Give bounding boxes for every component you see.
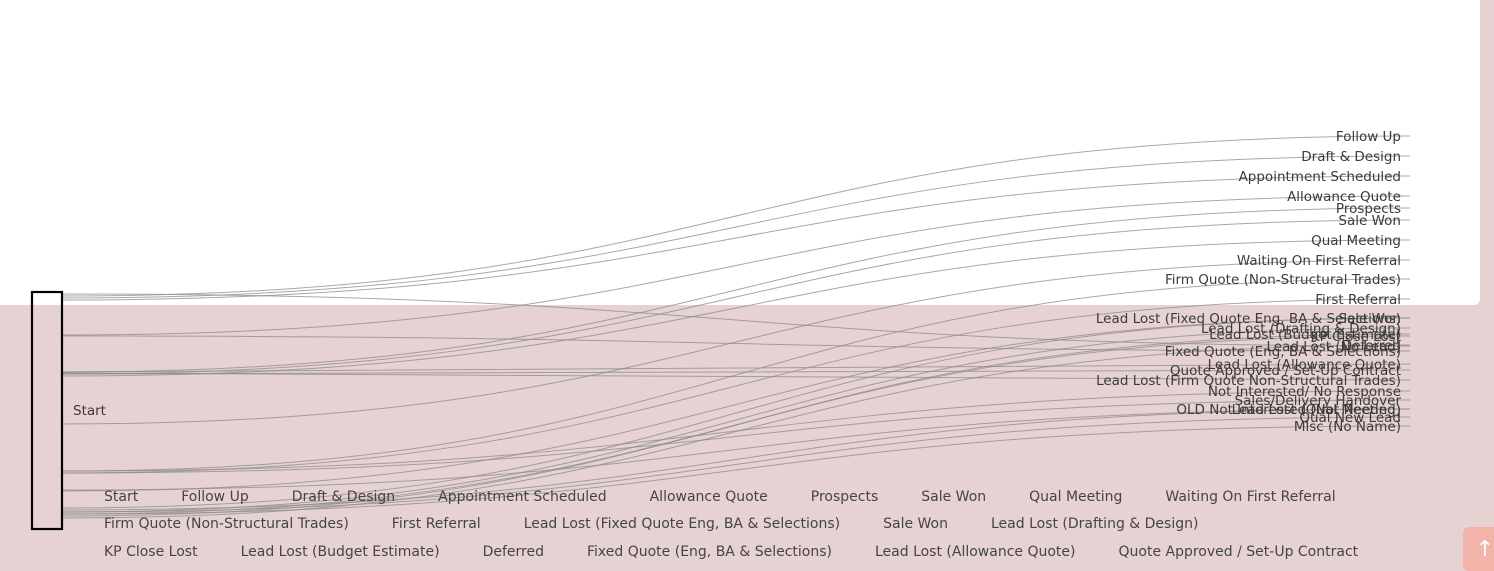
legend-row: Start Follow Up Draft & Design Appointment … — [104, 483, 1404, 511]
scroll-to-top-button[interactable]: ↑ — [1463, 527, 1494, 571]
target-node-label: OLD Not Interested (Not Needed) — [1176, 402, 1401, 418]
target-node-label: Lead Lost (No Lead) — [1267, 339, 1402, 355]
legend-item[interactable]: Fixed Quote (Eng, BA & Selections) — [587, 543, 832, 560]
target-node-label: Lead Lost (Budget Estimate) — [1209, 327, 1401, 343]
target-node-label: First Referral — [1315, 292, 1401, 308]
legend-item[interactable]: Lead Lost (Allowance Quote) — [874, 543, 1076, 560]
legend: Start Follow Up Draft & Design Appointment … — [104, 483, 1404, 571]
target-node-label: Lead Lost (Fixed Quote Eng, BA & Selecti… — [1096, 311, 1401, 327]
legend-row: Lead Lost (Firm Quote Non-Structural Tra… — [104, 566, 1404, 571]
node-start[interactable] — [30, 290, 64, 531]
target-node-label: Lead Lost (Allowance Quote) — [1208, 357, 1401, 373]
target-node-label: Not Interested/ No Response — [1208, 384, 1401, 400]
chart-top-panel — [0, 0, 1480, 305]
target-node-label: Lead Lost (Firm Quote Non-Structural Tra… — [1096, 373, 1401, 389]
legend-item[interactable]: Qual Meeting — [1029, 488, 1123, 505]
legend-row: KP Close Lost Lead Lost (Budget Estimate)… — [104, 538, 1404, 566]
legend-item[interactable]: Sale Won — [921, 488, 987, 505]
target-node-label: Misc (No Name) — [1294, 419, 1401, 435]
target-node-label: Quote Approved / Set-Up Contract — [1170, 363, 1401, 379]
sankey-link[interactable] — [61, 408, 1411, 491]
legend-item[interactable]: First Referral — [391, 516, 481, 533]
legend-item[interactable]: Deferred — [482, 543, 544, 560]
target-node-label: Firm Quote (Non-Structural Trades) — [1165, 272, 1401, 288]
legend-item[interactable]: Appointment Scheduled — [438, 488, 607, 505]
target-node-label: Allowance Quote — [1287, 189, 1401, 205]
legend-item[interactable]: KP Close Lost — [104, 543, 198, 560]
target-node-label: Lead Lost (Qual Meeting) — [1232, 402, 1401, 418]
target-node-label: Lead Lost (Drafting & Design) — [1201, 321, 1401, 337]
arrow-up-icon: ↑ — [1475, 536, 1494, 562]
sankey-link[interactable] — [61, 207, 1411, 373]
sankey-link[interactable] — [61, 408, 1411, 511]
target-node-label: Draft & Design — [1301, 149, 1401, 165]
target-node-label: Fixed Quote (Eng, BA & Selections) — [1165, 344, 1401, 360]
target-node-label: Follow Up — [1336, 129, 1401, 145]
sankey-link[interactable] — [61, 219, 1411, 375]
sankey-link[interactable] — [61, 317, 1411, 492]
target-labels: Follow Up Draft & Design Appointment Sched… — [1096, 129, 1402, 435]
sankey-link[interactable] — [61, 399, 1411, 474]
sankey-link[interactable] — [61, 175, 1411, 301]
legend-item[interactable]: Prospects — [810, 488, 879, 505]
sankey-link[interactable] — [61, 195, 1411, 336]
sankey-link[interactable] — [61, 293, 1411, 347]
sankey-link[interactable] — [61, 135, 1411, 297]
target-node-label: Waiting On First Referral — [1237, 253, 1401, 269]
legend-item[interactable]: Lead Lost (Fixed Quote Eng, BA & Selecti… — [523, 516, 841, 533]
sankey-link[interactable] — [61, 327, 1411, 513]
sankey-link[interactable] — [61, 278, 1411, 472]
node-start-label: Start — [73, 403, 106, 419]
legend-item[interactable]: Waiting On First Referral — [1165, 488, 1336, 505]
target-node-label: Prospects — [1336, 201, 1401, 217]
legend-item[interactable]: Draft & Design — [291, 488, 396, 505]
legend-item[interactable]: Allowance Quote — [649, 488, 768, 505]
sankey-link[interactable] — [61, 416, 1411, 513]
sankey-link[interactable] — [61, 390, 1411, 472]
legend-item[interactable]: Start — [104, 488, 139, 505]
sankey-link[interactable] — [61, 425, 1411, 515]
sankey-link[interactable] — [61, 155, 1411, 299]
sankey-link[interactable] — [61, 239, 1411, 377]
legend-item[interactable]: Lead Lost (Budget Estimate) — [240, 543, 440, 560]
legend-item[interactable]: Firm Quote (Non-Structural Trades) — [104, 516, 349, 533]
sankey-link[interactable] — [61, 298, 1411, 474]
target-node-label: Appointment Scheduled — [1239, 169, 1401, 185]
legend-item[interactable]: Quote Approved / Set-Up Contract — [1118, 543, 1359, 560]
target-node-label: KP Close Lost — [1311, 329, 1401, 345]
target-node-label: Qual Meeting — [1311, 233, 1401, 249]
target-node-label: Sale Won — [1338, 311, 1401, 327]
legend-item[interactable]: Follow Up — [181, 488, 249, 505]
legend-item[interactable]: Lead Lost (Drafting & Design) — [991, 516, 1199, 533]
scrollbar-track[interactable] — [1480, 0, 1494, 305]
sankey-link[interactable] — [61, 333, 1411, 517]
target-node-label: Sales/Delivery Handover — [1235, 393, 1402, 409]
legend-item[interactable]: Sale Won — [883, 516, 948, 533]
target-node-label: Sale Won — [1338, 213, 1401, 229]
sankey-link[interactable] — [61, 335, 1411, 352]
legend-row: Firm Quote (Non-Structural Trades) First … — [104, 511, 1404, 539]
sankey-link[interactable] — [61, 317, 1411, 509]
target-node-label: Qual New Lead — [1299, 410, 1401, 426]
sankey-link[interactable] — [61, 259, 1411, 425]
target-node-label: Deferred — [1342, 338, 1401, 354]
